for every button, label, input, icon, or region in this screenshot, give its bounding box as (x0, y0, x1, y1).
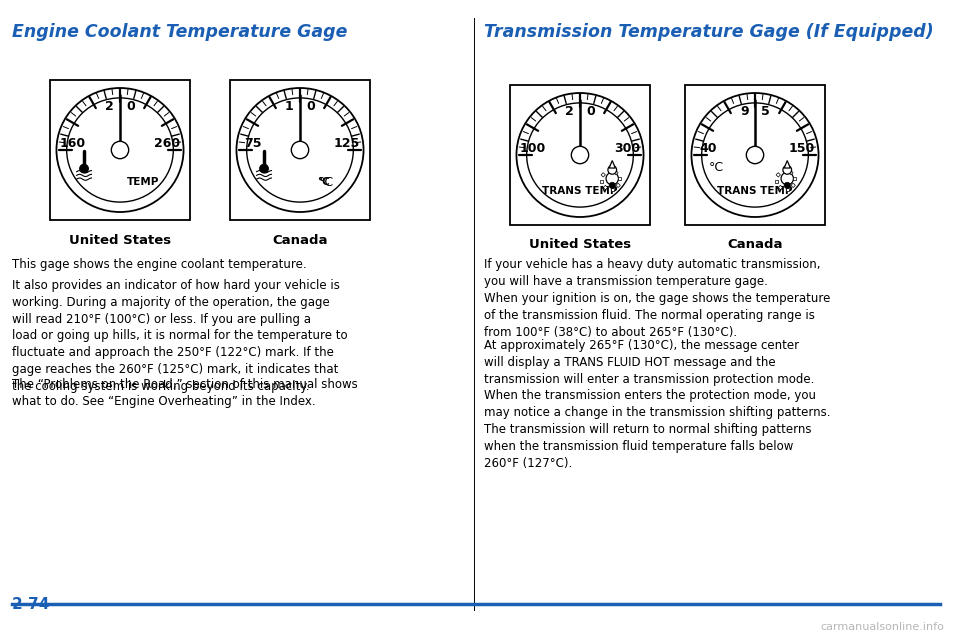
Text: 125: 125 (334, 138, 360, 150)
Text: 1: 1 (285, 100, 294, 113)
Text: If your vehicle has a heavy duty automatic transmission,
you will have a transmi: If your vehicle has a heavy duty automat… (484, 258, 821, 288)
Text: TEMP: TEMP (128, 177, 159, 188)
Circle shape (606, 172, 618, 185)
Bar (776, 173, 780, 177)
Circle shape (610, 182, 615, 188)
Text: 0: 0 (306, 100, 315, 113)
Ellipse shape (691, 93, 819, 217)
Text: Canada: Canada (273, 234, 327, 246)
Polygon shape (784, 161, 790, 168)
Text: 300: 300 (614, 142, 640, 156)
Bar (603, 186, 608, 189)
Circle shape (783, 166, 792, 174)
Text: 2-74: 2-74 (12, 597, 50, 612)
Bar (789, 170, 793, 175)
FancyBboxPatch shape (685, 85, 825, 225)
Bar (608, 170, 611, 173)
FancyBboxPatch shape (230, 80, 370, 220)
Text: °C: °C (319, 176, 334, 189)
Bar (785, 188, 789, 191)
Text: 9: 9 (740, 105, 749, 118)
Text: 100: 100 (519, 142, 546, 156)
Text: 75: 75 (244, 138, 262, 150)
Bar (782, 170, 785, 173)
FancyBboxPatch shape (50, 80, 190, 220)
Bar (791, 183, 795, 188)
Bar (600, 180, 603, 183)
Bar (779, 186, 782, 189)
Ellipse shape (527, 103, 634, 207)
Bar (793, 177, 796, 180)
Text: It also provides an indicator of how hard your vehicle is
working. During a majo: It also provides an indicator of how har… (12, 279, 348, 393)
Ellipse shape (236, 88, 364, 212)
Text: 150: 150 (789, 142, 815, 156)
Bar (611, 188, 613, 191)
Text: Transmission Temperature Gage (If Equipped): Transmission Temperature Gage (If Equipp… (484, 23, 934, 41)
Ellipse shape (57, 88, 183, 212)
Text: 2: 2 (565, 105, 574, 118)
Bar (613, 170, 618, 175)
Text: 5: 5 (761, 105, 770, 118)
Bar (618, 177, 621, 180)
Bar (775, 180, 779, 183)
Circle shape (571, 147, 588, 164)
Text: 260: 260 (154, 138, 180, 150)
Text: United States: United States (69, 234, 171, 246)
Circle shape (746, 147, 764, 164)
Text: TRANS TEMP: TRANS TEMP (542, 186, 617, 196)
Bar (616, 183, 620, 188)
Circle shape (784, 182, 790, 188)
Ellipse shape (516, 93, 643, 217)
FancyBboxPatch shape (511, 85, 650, 225)
Text: 160: 160 (60, 138, 86, 150)
Circle shape (781, 172, 793, 185)
Circle shape (111, 141, 129, 159)
Text: °C: °C (709, 161, 724, 174)
Polygon shape (610, 161, 615, 168)
Circle shape (260, 164, 269, 173)
Text: When your ignition is on, the gage shows the temperature
of the transmission flu: When your ignition is on, the gage shows… (484, 292, 830, 339)
Circle shape (608, 166, 616, 174)
Text: TRANS TEMP: TRANS TEMP (717, 186, 793, 196)
Ellipse shape (66, 98, 174, 202)
Text: °C: °C (317, 177, 330, 188)
Text: At approximately 265°F (130°C), the message center
will display a TRANS FLUID HO: At approximately 265°F (130°C), the mess… (484, 339, 830, 470)
Bar (601, 173, 606, 177)
Text: 40: 40 (699, 142, 716, 156)
Text: This gage shows the engine coolant temperature.: This gage shows the engine coolant tempe… (12, 258, 306, 271)
Text: 0: 0 (126, 100, 135, 113)
Text: United States: United States (529, 239, 631, 252)
Ellipse shape (702, 103, 808, 207)
Circle shape (291, 141, 309, 159)
Text: Engine Coolant Temperature Gage: Engine Coolant Temperature Gage (12, 23, 348, 41)
Text: 2: 2 (105, 100, 114, 113)
Circle shape (80, 164, 88, 173)
Text: Canada: Canada (728, 239, 782, 252)
Text: The “Problems on the Road,” section of this manual shows
what to do. See “Engine: The “Problems on the Road,” section of t… (12, 378, 358, 408)
Text: 0: 0 (587, 105, 595, 118)
Text: carmanualsonline.info: carmanualsonline.info (820, 622, 944, 632)
Ellipse shape (247, 98, 353, 202)
